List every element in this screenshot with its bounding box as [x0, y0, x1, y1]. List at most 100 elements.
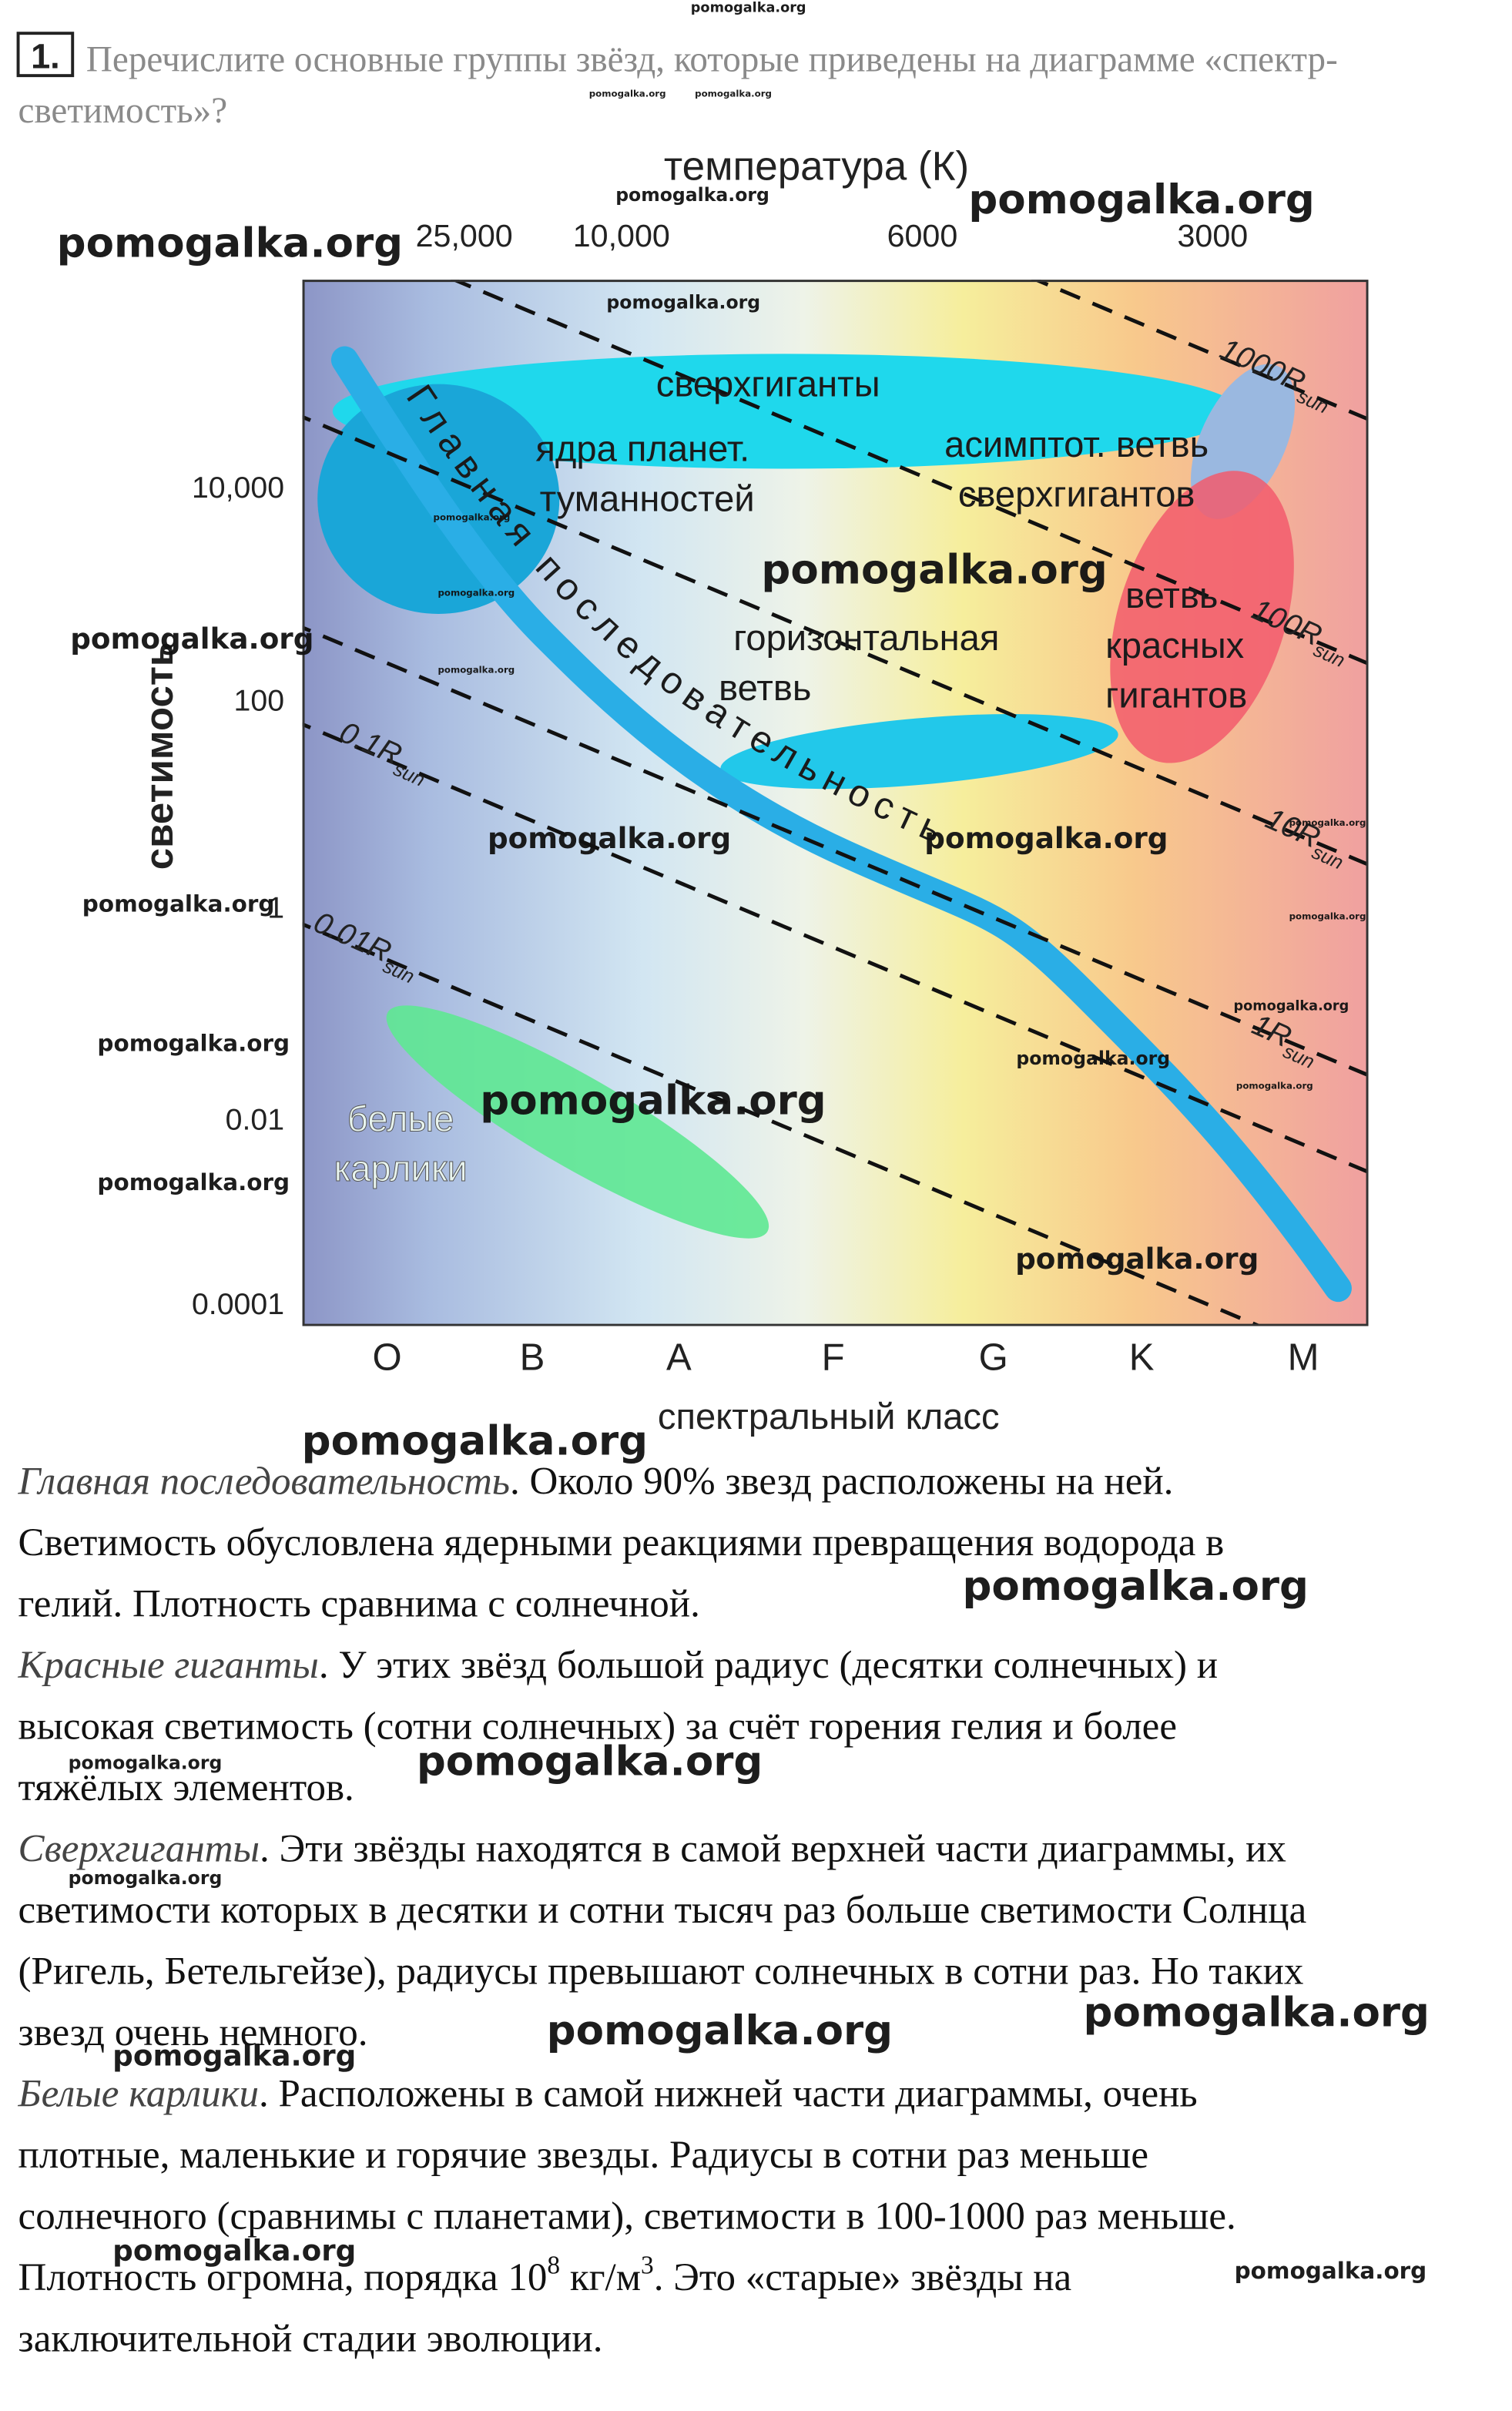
paragraph-line: высокая светимость (сотни солнечных) за …	[18, 1705, 1177, 1748]
region-label: карлики	[334, 1148, 468, 1189]
diagram: 1000Rsun100Rsun10Rsun1Rsun0.1Rsun0.01Rsu…	[137, 144, 1369, 1437]
spectral-class: M	[1288, 1336, 1319, 1378]
paragraph-line: звезд очень немного.	[18, 2011, 368, 2054]
left-tick-label: 0.0001	[192, 1287, 284, 1321]
paragraph-line: тяжёлых элементов.	[18, 1766, 354, 1809]
text-segment: светимости которых в десятки и сотни тыс…	[18, 1889, 1307, 1932]
watermark: pomogalka.org	[69, 1867, 223, 1889]
question-text: светимость»?	[18, 91, 228, 131]
spectral-class: B	[520, 1336, 545, 1378]
region-label: ядра планет.	[535, 428, 749, 469]
watermark: pomogalka.org	[302, 1417, 649, 1464]
temperature-title: температура (К)	[664, 144, 969, 189]
text-segment: . Около 90% звезд расположены на ней.	[510, 1460, 1173, 1503]
top-tick-label: 3000	[1177, 218, 1248, 253]
region-label: асимптот. ветвь	[944, 424, 1209, 464]
watermark: pomogalka.org	[691, 1, 806, 16]
text-segment: плотные, маленькие и горячие звезды. Рад…	[18, 2134, 1148, 2177]
watermark: pomogalka.org	[82, 891, 275, 917]
text-segment: Главная последовательность	[18, 1460, 510, 1503]
text-segment: Плотность огромна, порядка 10	[18, 2256, 548, 2299]
watermark: pomogalka.org	[97, 1030, 290, 1056]
luminosity-label: светимость	[137, 642, 181, 870]
region-label: горизонтальная	[733, 617, 999, 658]
radius-line	[302, 625, 1369, 1078]
paragraph-line: Красные гиганты. У этих звёзд большой ра…	[18, 1644, 1218, 1687]
text-segment: . Это «старые» звёзды на	[654, 2256, 1072, 2299]
radius-line	[302, 414, 1369, 867]
region-label: белые	[347, 1098, 454, 1138]
watermark: pomogalka.org	[1016, 1048, 1170, 1069]
watermark: pomogalka.org	[97, 1169, 290, 1195]
text-segment: . Эти звёзды находятся в самой верхней ч…	[260, 1827, 1286, 1870]
region-label: сверхгиганты	[656, 363, 880, 404]
watermark: pomogalka.org	[1289, 911, 1366, 922]
text-segment: (Ригель, Бетельгейзе), радиусы превышают…	[18, 1950, 1304, 1993]
region-label: ветвь	[719, 667, 811, 708]
text-segment: Белые карлики	[18, 2072, 259, 2115]
red-giants-region	[1110, 471, 1294, 763]
text-segment: Светимость обусловлена ядерными реакциям…	[18, 1521, 1225, 1564]
watermark: pomogalka.org	[924, 821, 1168, 855]
text-segment: заключительной стадии эволюции.	[18, 2317, 603, 2360]
plot-area	[302, 280, 1369, 1326]
spectral-class: O	[372, 1336, 401, 1378]
region-label: туманностей	[540, 478, 755, 518]
paragraph-line: светимости которых в десятки и сотни тыс…	[18, 1889, 1307, 1932]
top-tick-label: 25,000	[416, 218, 513, 253]
watermark: pomogalka.org	[1235, 2258, 1427, 2284]
paragraph-line: (Ригель, Бетельгейзе), радиусы превышают…	[18, 1950, 1304, 1993]
watermark: pomogalka.org	[434, 511, 511, 522]
radius-line	[449, 280, 1369, 666]
paragraph-line: плотные, маленькие и горячие звезды. Рад…	[18, 2134, 1148, 2177]
text-segment: гелий. Плотность сравнима с солнечной.	[18, 1582, 700, 1625]
left-tick-label: 100	[234, 684, 285, 718]
watermark: pomogalka.org	[1236, 1080, 1313, 1091]
spectral-class: F	[822, 1336, 845, 1378]
text-segment: 3	[641, 2251, 654, 2279]
radius-line	[302, 922, 1265, 1326]
paragraph-line: Главная последовательность. Около 90% зв…	[18, 1460, 1174, 1503]
watermark: pomogalka.org	[695, 89, 772, 99]
question-number: 1.	[31, 36, 60, 75]
spectral-class: K	[1129, 1336, 1155, 1378]
paragraph-line: Плотность огромна, порядка 108 кг/м3. Эт…	[18, 2251, 1072, 2299]
watermark: pomogalka.org	[70, 622, 313, 656]
text-segment: . Расположены в самой нижней части диагр…	[259, 2072, 1198, 2115]
text-segment: 8	[547, 2251, 560, 2279]
watermark: pomogalka.org	[112, 2038, 356, 2072]
watermark: pomogalka.org	[962, 1563, 1309, 1610]
watermark: pomogalka.org	[488, 821, 731, 855]
watermark: pomogalka.org	[547, 2007, 893, 2054]
number-box	[16, 32, 75, 78]
paragraph-line: солнечного (сравнимы с планетами), свети…	[18, 2195, 1236, 2238]
horizontal-branch-region	[720, 714, 1118, 790]
watermark: pomogalka.org	[615, 184, 769, 206]
region-label: гигантов	[1105, 675, 1247, 716]
text-segment: Красные гиганты	[18, 1644, 319, 1687]
white-dwarfs-region	[386, 1005, 769, 1239]
watermark: pomogalka.org	[112, 2234, 356, 2268]
paragraph-line: гелий. Плотность сравнима с солнечной.	[18, 1582, 700, 1625]
left-tick-label: 10,000	[192, 471, 284, 505]
left-tick-label: 0.01	[226, 1102, 284, 1136]
watermark: pomogalka.org	[438, 665, 515, 676]
watermark: pomogalka.org	[1084, 1989, 1430, 2036]
watermark: pomogalka.org	[1234, 998, 1349, 1014]
region-label: сверхгигантов	[958, 474, 1195, 515]
region-label: красных	[1105, 625, 1244, 666]
watermark: pomogalka.org	[968, 176, 1315, 223]
paragraph-line: Сверхгиганты. Эти звёзды находятся в сам…	[18, 1827, 1286, 1870]
watermark: pomogalka.org	[589, 89, 666, 99]
watermark: pomogalka.org	[761, 547, 1108, 594]
watermark: pomogalka.org	[57, 220, 404, 267]
spectral-class-title: спектральный класс	[658, 1396, 1000, 1437]
watermark: pomogalka.org	[1289, 817, 1366, 828]
question-text: Перечислите основные группы звёзд, котор…	[86, 39, 1338, 79]
watermark: pomogalka.org	[480, 1078, 826, 1125]
watermark: pomogalka.org	[438, 587, 515, 598]
paragraph-line: заключительной стадии эволюции.	[18, 2317, 603, 2360]
paragraph-line: Светимость обусловлена ядерными реакциям…	[18, 1521, 1225, 1564]
text-segment: кг/м	[560, 2256, 641, 2299]
